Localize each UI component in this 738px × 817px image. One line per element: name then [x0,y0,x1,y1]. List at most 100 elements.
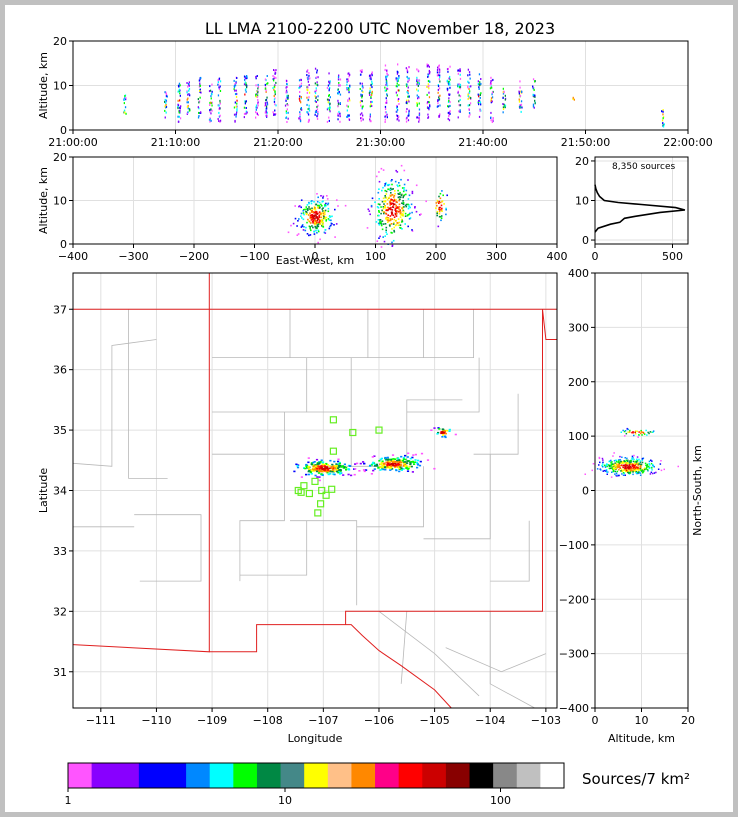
time-source-mark [337,118,339,121]
time-source-mark [348,72,350,75]
ns-source-mark [643,433,646,435]
time-source-mark [234,84,237,87]
time-source-mark [347,100,349,102]
time-source-mark [233,113,236,116]
ns-source-mark [637,471,639,474]
time-source-mark [317,76,319,79]
map-source-mark [332,467,335,469]
time-source-mark [284,104,287,107]
ns-source-mark [615,468,617,470]
time-source-mark [346,104,348,107]
ew-source-mark [441,210,443,212]
ns-source-mark [635,469,637,471]
time-source-mark [299,113,301,116]
ns-source-mark [637,467,639,469]
time-source-mark [458,94,460,97]
time-source-mark [447,117,449,120]
ew-source-mark [401,228,403,230]
time-source-mark [503,91,505,94]
map-source-mark [408,465,411,468]
ew-source-mark [385,229,387,232]
time-source-mark [407,95,409,98]
ew-source-mark [317,230,320,233]
hist-y-tick-label: 20 [575,155,589,168]
colorbar-swatch [280,763,305,788]
time-source-mark [306,88,308,91]
ew-source-mark [403,169,406,172]
ew-source-mark [317,205,320,208]
time-source-mark [371,71,373,74]
time-source-mark [286,96,288,99]
ew-source-mark [393,229,395,232]
ew-source-mark [380,212,382,215]
ew-source-mark [316,219,319,221]
time-source-mark [337,76,340,78]
ns-border [594,272,689,709]
ew-source-mark [399,196,402,198]
map-source-mark [394,458,397,460]
time-source-mark [314,111,317,114]
ew-source-mark [437,201,439,203]
map-source-mark [433,467,436,470]
time-source-mark [407,89,409,92]
time-source-mark [218,88,221,91]
map-source-mark [403,461,406,464]
time-source-mark [273,98,276,101]
time-source-mark [300,96,302,99]
colorbar-tick-label: 10 [278,794,292,807]
ew-source-mark [379,203,381,206]
ew-source-mark [439,216,442,218]
ew-source-mark [311,216,313,219]
ew-source-mark [321,225,323,227]
ns-source-mark [640,431,642,433]
time-source-mark [448,97,450,100]
lma-station-marker [329,447,337,455]
ns-source-mark [631,458,633,461]
time-source-mark [233,106,236,109]
time-source-mark [308,104,310,107]
ew-source-mark [379,222,381,225]
ew-source-mark [394,190,396,192]
ns-source-mark [631,455,634,458]
map-source-mark [320,470,323,473]
ns-source-mark [623,460,625,462]
ns-source-mark [601,463,604,465]
time-source-mark [306,70,308,73]
time-source-mark [209,85,211,88]
time-source-mark [308,84,310,86]
ew-source-mark [324,211,326,214]
time-source-mark [265,99,267,102]
ew-source-mark [404,204,407,207]
time-source-mark [285,112,288,115]
time-source-mark [123,102,125,105]
map-source-mark [372,469,375,472]
time-source-mark [457,91,459,94]
time-source-mark [477,93,479,96]
time-source-mark [416,103,418,106]
map-source-mark [397,462,400,465]
map-source-mark [315,469,318,471]
ew-source-mark [403,189,405,191]
ew-source-mark [385,196,388,199]
ns-source-mark [607,471,609,473]
ew-source-mark [393,216,396,218]
time-source-mark [327,84,330,87]
time-source-mark [492,90,494,93]
ew-source-mark [304,208,306,211]
map-source-mark [411,460,414,463]
ns-source-mark [629,431,631,433]
time-source-mark [437,74,440,77]
time-source-mark [385,78,387,81]
time-axes-border [72,40,689,131]
ew-source-mark [308,220,311,223]
time-source-mark [299,111,301,114]
map-source-mark [398,467,401,470]
time-source-mark [245,88,247,91]
time-source-mark [458,83,460,86]
ew-source-mark [330,219,332,222]
time-source-mark [534,94,536,97]
time-source-mark [361,82,363,85]
ns-source-mark [614,470,617,473]
ew-source-mark [374,201,376,203]
ew-source-mark [315,229,317,232]
